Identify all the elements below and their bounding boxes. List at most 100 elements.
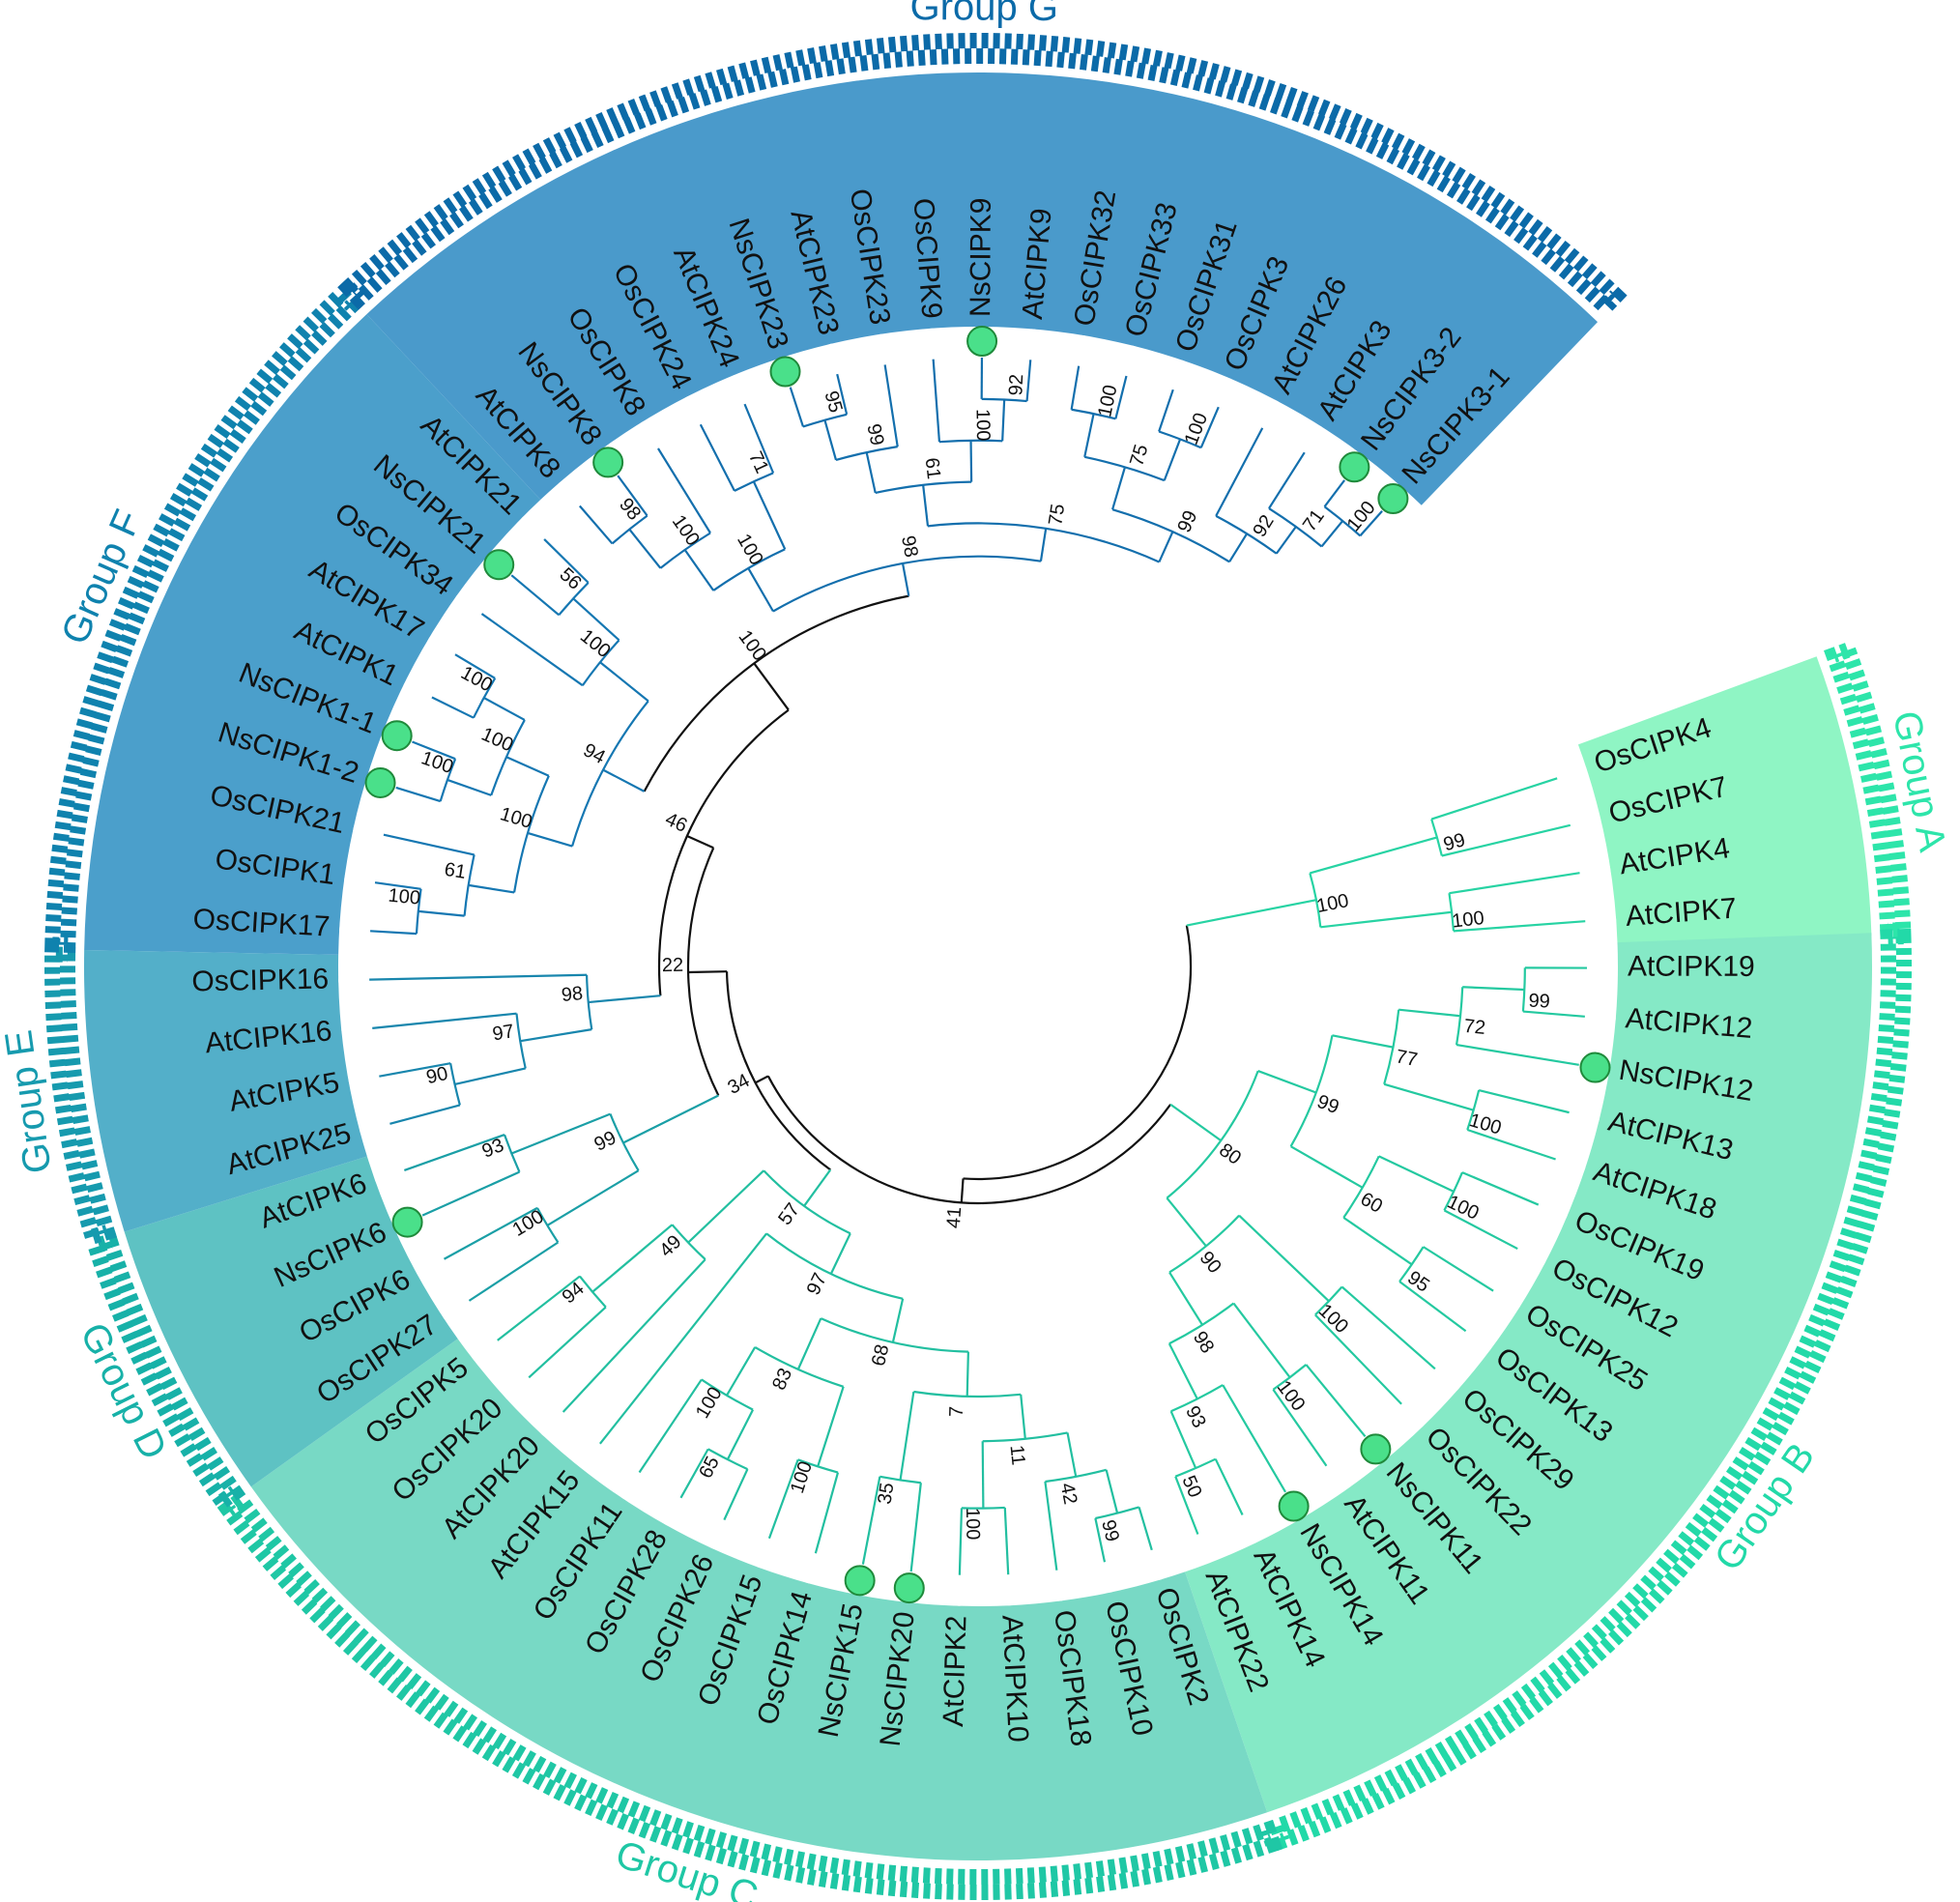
leaf-marker xyxy=(658,1497,688,1527)
ring-group-c xyxy=(216,1489,1283,1900)
bootstrap-label: 72 xyxy=(1463,1016,1486,1039)
bootstrap-label: 100 xyxy=(1444,1192,1483,1225)
branch-stem xyxy=(1228,533,1249,562)
leaf-label: AtCIPK19 xyxy=(1628,951,1755,983)
leaf-marker xyxy=(1234,1514,1264,1544)
branch-stem xyxy=(901,562,910,596)
branch-stem xyxy=(1186,899,1317,927)
leaf-marker xyxy=(1189,1535,1219,1565)
branch-stem xyxy=(598,1232,768,1445)
sector-group-g xyxy=(366,72,1599,505)
leaf-marker xyxy=(1093,1563,1123,1593)
branch-stem xyxy=(588,994,661,1004)
leaf-marker xyxy=(1432,1365,1462,1395)
branch-stem xyxy=(372,1012,517,1029)
branch-stem xyxy=(803,1168,832,1207)
leaf-marker xyxy=(796,1554,826,1584)
branch-stem xyxy=(622,1094,719,1144)
branch-stem xyxy=(686,835,714,850)
leaf-marker xyxy=(616,1471,646,1501)
leaf-marker xyxy=(1321,1464,1351,1494)
branch-arc xyxy=(927,522,1160,563)
leaf-marker xyxy=(518,513,548,543)
branch-stem xyxy=(1449,872,1580,895)
branch-stem xyxy=(468,883,515,894)
bootstrap-label: 99 xyxy=(591,1127,620,1156)
group-label-g: Group G xyxy=(909,0,1058,29)
branch-stem xyxy=(1163,439,1182,481)
bootstrap-label: 95 xyxy=(820,389,846,415)
leaf-marker xyxy=(1067,334,1097,364)
branch-arc xyxy=(463,854,476,916)
branch-arc xyxy=(1342,1155,1380,1219)
leaf-marker xyxy=(441,1295,471,1325)
leaf-marker xyxy=(1556,1149,1586,1179)
bootstrap-label: 7 xyxy=(946,1406,967,1418)
branch-stem xyxy=(883,364,899,447)
leaf-marker xyxy=(1141,1551,1171,1581)
branch-stem xyxy=(562,1258,706,1413)
branch-arc xyxy=(512,775,550,893)
branch-arc xyxy=(490,719,526,796)
leaf-marker xyxy=(1588,953,1618,983)
leaf-marker xyxy=(917,328,947,358)
bootstrap-label: 42 xyxy=(1056,1482,1081,1507)
leaf-marker xyxy=(1164,360,1194,389)
branch-stem xyxy=(796,1317,822,1370)
branch-stem xyxy=(683,549,715,591)
leaf-marker xyxy=(502,1373,532,1403)
branch-stem xyxy=(966,1351,969,1397)
branch-stem xyxy=(418,909,465,917)
branch-stem xyxy=(1275,526,1297,555)
leaf-marker xyxy=(341,1015,371,1045)
branch-stem xyxy=(1232,1302,1291,1378)
branch-stem xyxy=(591,1224,674,1293)
leaf-marker-highlighted xyxy=(483,549,515,581)
branch-stem xyxy=(520,1028,592,1043)
branch-stem xyxy=(1044,1481,1058,1571)
branch-stem xyxy=(546,1169,640,1226)
branch-stem xyxy=(752,480,787,550)
bootstrap-label: 46 xyxy=(662,809,690,837)
bootstrap-label: 71 xyxy=(744,448,772,476)
branch-stem xyxy=(909,1483,922,1572)
branch-stem xyxy=(1430,777,1558,821)
bootstrap-label: 75 xyxy=(1045,503,1069,527)
branch-stem xyxy=(1257,1070,1317,1094)
leaf-marker xyxy=(1492,1284,1522,1314)
leaf-marker xyxy=(1298,423,1328,453)
branch-stem xyxy=(829,1232,851,1275)
bootstrap-label: 41 xyxy=(943,1206,966,1229)
ring-group-f xyxy=(44,283,363,953)
ring-group-e xyxy=(44,946,118,1247)
branch-stem xyxy=(932,359,941,443)
branch-stem xyxy=(1290,1145,1364,1189)
bootstrap-label: 97 xyxy=(803,1270,831,1299)
bootstrap-label: 97 xyxy=(491,1021,515,1045)
leaf-marker xyxy=(723,374,753,404)
branch-stem xyxy=(454,653,496,679)
branch-arc xyxy=(515,1013,527,1069)
branch-arc xyxy=(643,594,909,792)
branch-stem xyxy=(1478,1088,1570,1114)
branch-stem xyxy=(1383,1082,1474,1111)
branch-arc xyxy=(754,1345,844,1388)
leaf-marker xyxy=(1571,806,1601,836)
bootstrap-label: 100 xyxy=(733,531,767,569)
branch-stem xyxy=(726,1409,755,1460)
branch-stem xyxy=(1453,920,1586,933)
bootstrap-label: 98 xyxy=(561,983,584,1006)
leaf-marker xyxy=(426,631,456,661)
bootstrap-label: 100 xyxy=(1181,410,1212,447)
branch-arc xyxy=(503,1134,521,1173)
branch-stem xyxy=(1359,510,1383,537)
branch-stem xyxy=(817,1386,845,1467)
branch-stem xyxy=(922,484,930,527)
bootstrap-label: 100 xyxy=(1451,908,1485,933)
branch-stem xyxy=(1169,1103,1222,1142)
branch-stem xyxy=(1003,1507,1010,1575)
branch-stem xyxy=(699,423,735,492)
branch-arc xyxy=(1521,967,1526,1012)
bootstrap-label: 35 xyxy=(874,1482,898,1506)
branch-stem xyxy=(1238,1214,1330,1303)
